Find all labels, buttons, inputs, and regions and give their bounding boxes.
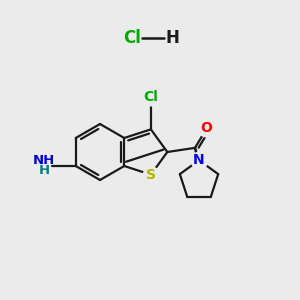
Text: NH: NH — [33, 154, 55, 167]
Text: H: H — [165, 29, 179, 47]
Text: Cl: Cl — [143, 90, 158, 104]
Text: S: S — [146, 168, 156, 182]
Text: Cl: Cl — [123, 29, 141, 47]
Text: H: H — [38, 164, 50, 178]
Text: N: N — [193, 153, 205, 167]
Text: O: O — [200, 121, 212, 135]
